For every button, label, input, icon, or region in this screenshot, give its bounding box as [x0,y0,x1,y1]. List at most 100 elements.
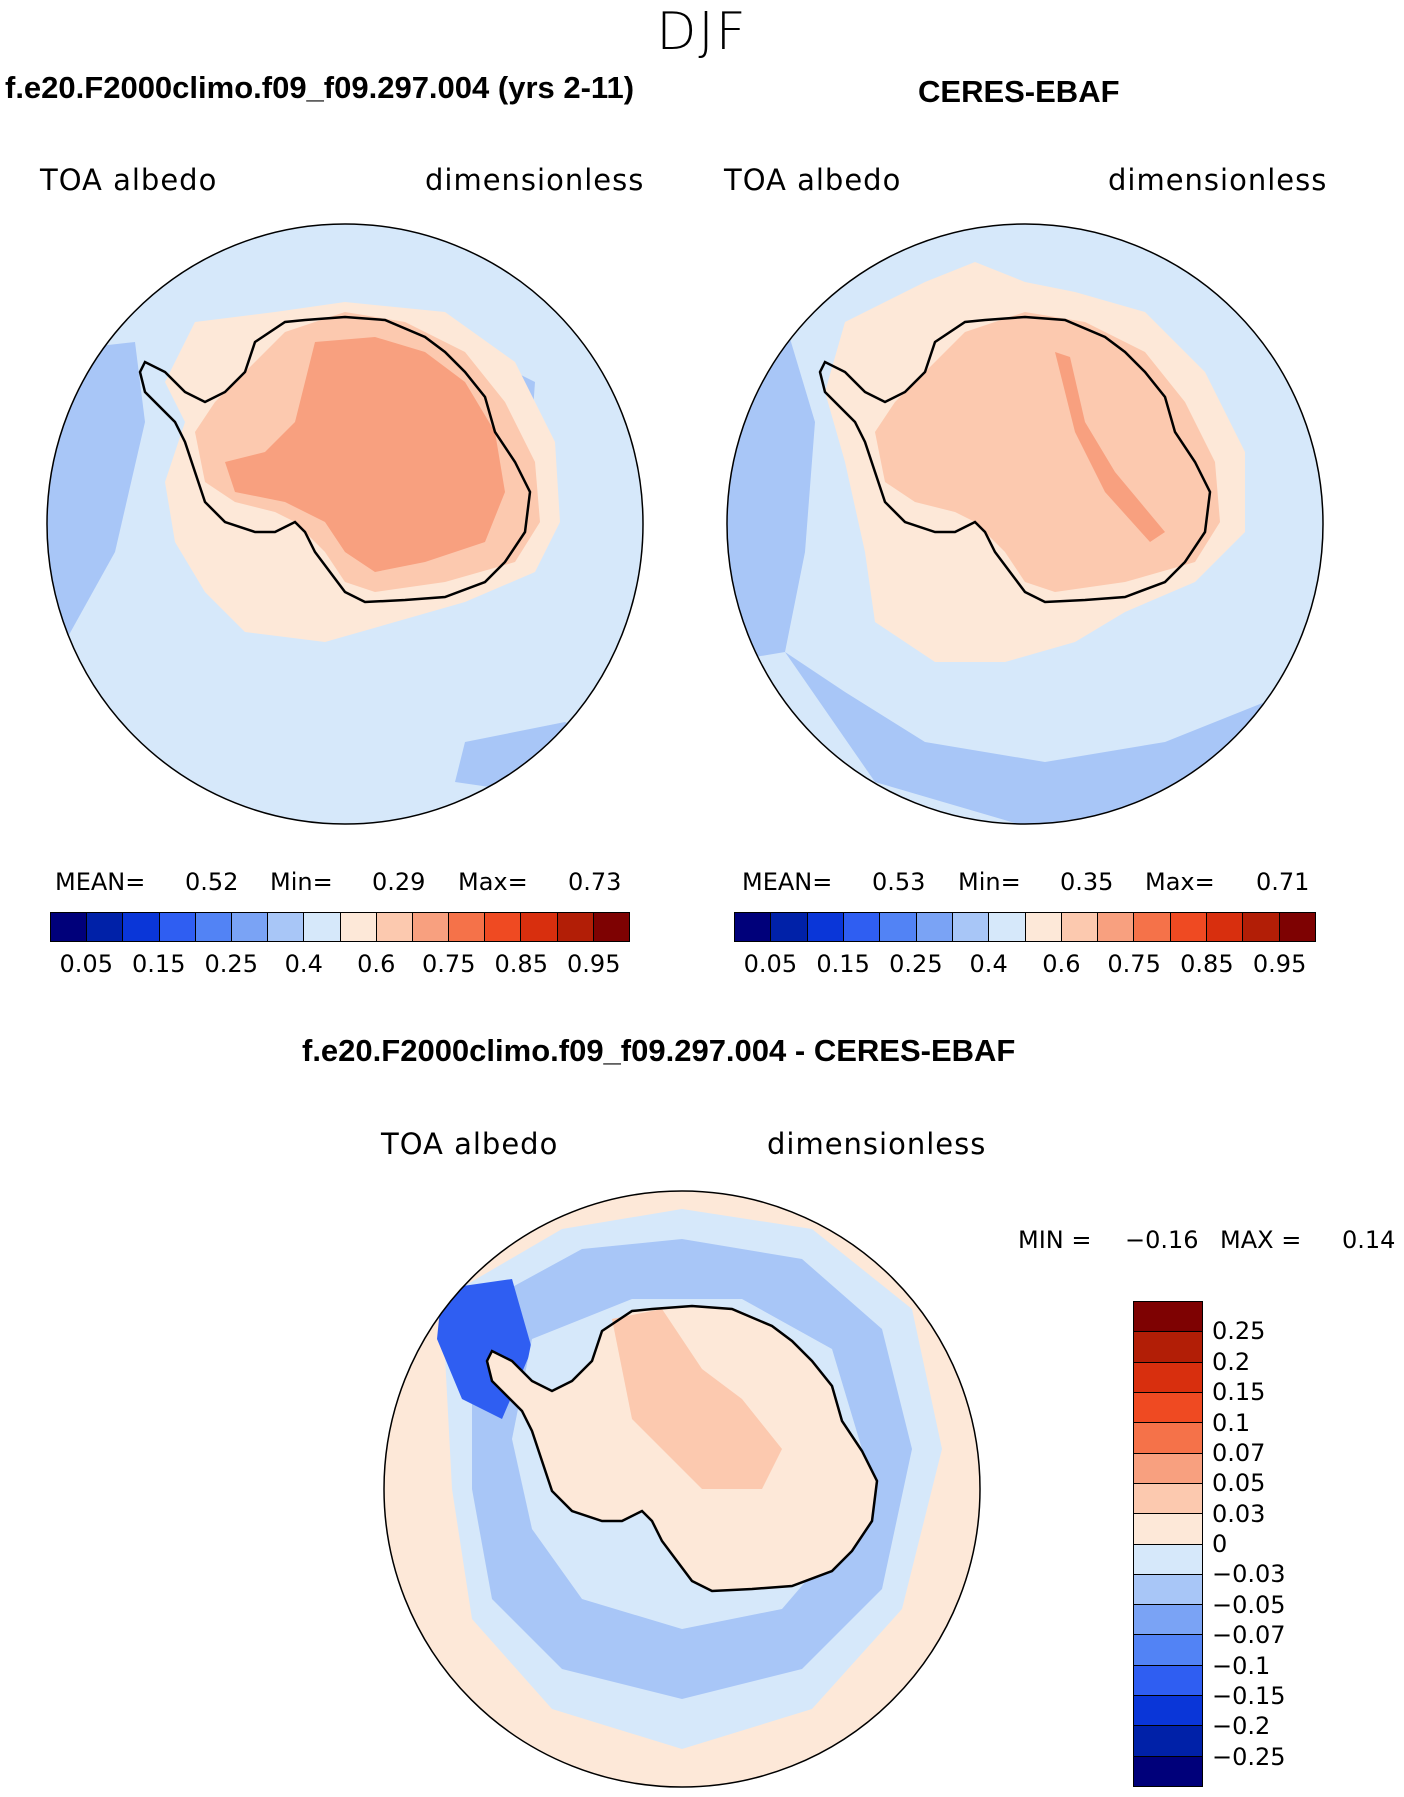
diff-min-label: MIN = [1018,1226,1092,1254]
diff-colorbar-swatch [1134,1574,1202,1606]
model-map [46,223,644,825]
obs-blue-band-south [785,652,1285,824]
obs-colorbar-swatch [1134,913,1171,941]
obs-map [726,223,1324,825]
model-colorbar-swatch [51,913,88,941]
diff-colorbar-tick-label: 0 [1212,1530,1228,1558]
obs-mean-value: 0.53 [872,868,926,896]
obs-min-label: Min= [958,868,1021,896]
diff-max-value: 0.14 [1342,1226,1396,1254]
model-colorbar-swatch [340,913,377,941]
obs-variable-label: TOA albedo [724,163,902,197]
model-min-value: 0.29 [372,868,426,896]
obs-colorbar-swatch [1025,913,1062,941]
model-colorbar-swatch [231,913,269,941]
obs-max-value: 0.71 [1256,868,1310,896]
model-colorbar-swatch [557,913,594,941]
obs-ridge-feature [1055,352,1165,542]
diff-units-label: dimensionless [767,1127,987,1161]
diff-colorbar-tick-label: 0.05 [1212,1469,1266,1498]
model-mean-value: 0.52 [185,868,239,896]
model-mean-label: MEAN= [55,868,146,896]
model-colorbar-tick-label: 0.95 [567,950,621,978]
model-units-label: dimensionless [425,163,645,197]
model-max-label: Max= [458,868,528,896]
model-colorbar [50,912,630,942]
diff-colorbar-swatch [1134,1332,1202,1363]
model-variable-label: TOA albedo [40,163,218,197]
model-colorbar-swatch [195,913,232,941]
obs-colorbar-tick-label: 0.85 [1180,950,1234,978]
obs-colorbar-swatch [1279,913,1315,941]
season-title: DJF [656,2,748,62]
diff-colorbar-tick-label: −0.05 [1212,1590,1286,1619]
obs-coastline [818,315,1212,604]
obs-colorbar [734,912,1316,942]
obs-mean-label: MEAN= [742,868,833,896]
diff-coastline [485,1304,879,1593]
model-colorbar-swatch [412,913,450,941]
diff-colorbar-swatch [1134,1696,1202,1727]
diff-max-label: MAX = [1220,1226,1302,1254]
model-colorbar-swatch [593,913,629,941]
obs-colorbar-tick-label: 0.05 [743,950,798,978]
model-colorbar-swatch [87,913,124,941]
model-colorbar-swatch [521,913,558,941]
model-min-label: Min= [270,868,333,896]
diff-variable-label: TOA albedo [381,1127,559,1161]
diff-colorbar-swatch [1134,1635,1202,1666]
model-colorbar-tick-label: 0.15 [132,950,186,978]
diff-colorbar-tick-label: 0.2 [1212,1347,1251,1376]
model-colorbar-swatch [449,913,486,941]
model-colorbar-tick-label: 0.75 [422,950,476,978]
diff-colorbar-swatch [1134,1302,1202,1333]
diff-colorbar-swatch [1134,1756,1202,1786]
diff-colorbar-swatch [1134,1362,1202,1393]
model-colorbar-tick-label: 0.6 [357,950,396,978]
diff-colorbar-swatch [1134,1726,1202,1757]
obs-colorbar-swatch [735,913,772,941]
obs-colorbar-tick-label: 0.6 [1042,950,1081,978]
diff-colorbar-swatch [1134,1544,1202,1575]
model-colorbar-swatch [376,913,413,941]
diff-colorbar-tick-label: 0.07 [1212,1438,1266,1467]
diff-colorbar-tick-label: −0.1 [1212,1651,1271,1680]
obs-colorbar-swatch [1061,913,1099,941]
model-continent-core [225,337,505,572]
diff-colorbar-tick-label: −0.25 [1212,1742,1286,1771]
diff-colorbar-swatch [1134,1514,1202,1545]
model-colorbar-swatch [159,913,196,941]
obs-colorbar-swatch [807,913,844,941]
obs-colorbar-swatch [952,913,990,941]
diff-colorbar-tick-label: 0.25 [1212,1317,1266,1346]
diff-min-value: −0.16 [1125,1226,1199,1254]
obs-colorbar-tick-label: 0.75 [1107,950,1161,978]
diff-colorbar-tick-label: 0.03 [1212,1499,1266,1528]
model-coastline [138,315,532,604]
diff-colorbar-tick-label: −0.03 [1212,1560,1286,1589]
obs-units-label: dimensionless [1108,163,1328,197]
model-colorbar-tick-label: 0.4 [284,950,323,978]
diff-panel-title: f.e20.F2000climo.f09_f09.297.004 - CERES… [302,1033,1016,1068]
obs-colorbar-swatch [880,913,917,941]
obs-min-value: 0.35 [1060,868,1114,896]
obs-panel-title: CERES-EBAF [918,74,1120,109]
diff-colorbar-tick-label: 0.15 [1212,1378,1266,1407]
model-blue-band-west [47,342,145,652]
model-colorbar-swatch [123,913,160,941]
model-max-value: 0.73 [568,868,622,896]
diff-colorbar-swatch [1134,1605,1202,1636]
obs-colorbar-tick-label: 0.25 [889,950,943,978]
obs-colorbar-swatch [1207,913,1244,941]
obs-colorbar-tick-label: 0.95 [1252,950,1307,978]
model-colorbar-swatch [268,913,305,941]
model-colorbar-tick-label: 0.85 [494,950,548,978]
model-colorbar-tick-label: 0.25 [204,950,258,978]
diff-colorbar-tick-label: 0.1 [1212,1408,1251,1437]
obs-colorbar-swatch [1098,913,1135,941]
obs-max-label: Max= [1145,868,1215,896]
diff-colorbar-swatch [1134,1423,1202,1454]
model-colorbar-tick-label: 0.05 [59,950,113,978]
diff-colorbar-swatch [1134,1453,1202,1484]
obs-colorbar-swatch [771,913,808,941]
